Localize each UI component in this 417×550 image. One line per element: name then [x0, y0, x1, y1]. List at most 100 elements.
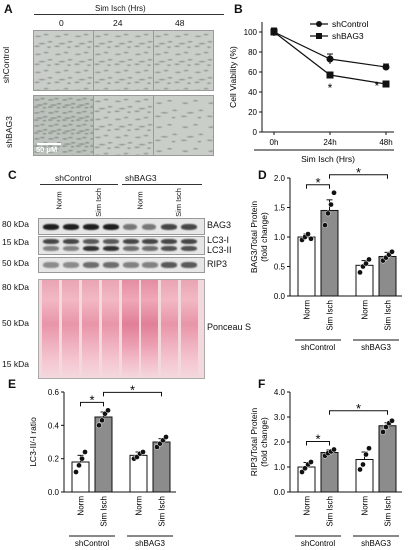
label-ponceau-s: Ponceau S [207, 322, 252, 332]
lane-label-norm-1: Norm [54, 191, 64, 210]
blot-rip3 [38, 257, 205, 273]
label-lc3-i: LC3-I [207, 235, 230, 245]
x-tick-label: Sim Isch [158, 496, 167, 527]
label-rip3: RIP3 [207, 259, 228, 269]
micrograph-shcontrol-48h [153, 30, 214, 91]
legend-label-0: shControl [332, 19, 368, 29]
group-line-shbag3 [122, 184, 202, 185]
column-label-0: 0 [59, 18, 64, 28]
blot-lc3 [38, 236, 205, 255]
bar [378, 425, 397, 493]
x-tick-label: Sim Isch [326, 496, 335, 527]
x-axis-label: Sim Isch (Hrs) [301, 154, 355, 164]
viability-chart: 0 20 40 60 80 100 0h 24h 48h Sim Isch (Hrs) Cell V… [228, 19, 394, 164]
data-point [302, 465, 308, 472]
x-tick-label: Sim Isch [384, 496, 393, 527]
micrograph-shcontrol-0h [33, 30, 94, 91]
data-point [366, 256, 372, 263]
panel-a-header-line [34, 14, 224, 15]
lane-label-norm-2: Norm [135, 191, 145, 210]
data-point [322, 222, 328, 229]
significance-star: * [130, 382, 135, 397]
y-tick-label: 40 [248, 88, 257, 97]
significance-star: * [315, 175, 320, 190]
data-point [357, 466, 363, 473]
panel-a-header: Sim Isch (Hrs) [95, 4, 146, 13]
bar [94, 416, 113, 493]
y-tick-label: 3.0 [274, 413, 286, 422]
scale-bar-label: 50 μM [36, 145, 58, 154]
significance-star: * [315, 432, 320, 447]
significance-star: * [375, 79, 380, 93]
y-tick-label: 0.6 [48, 388, 60, 397]
x-tick-label: Sim Isch [100, 496, 109, 527]
data-point [357, 269, 363, 276]
y-tick-label: 60 [248, 68, 257, 77]
y-tick-label: 2.0 [274, 174, 286, 183]
data-point [360, 461, 366, 468]
data-point [331, 446, 337, 453]
legend-marker-0 [316, 21, 322, 27]
data-point [366, 445, 372, 452]
column-label-24: 24 [113, 18, 123, 28]
legend-label-1: shBAG3 [332, 31, 364, 41]
row-label-shcontrol: shControl [1, 46, 12, 84]
data-point [389, 417, 395, 424]
data-point [380, 429, 386, 435]
data-point [140, 449, 146, 455]
group-label-shbag3: shBAG3 [361, 539, 391, 548]
y-tick-label: 1.0 [274, 233, 286, 242]
x-tick-label: 0h [270, 138, 279, 147]
marker-50kda-rip3: 50 kDa [2, 258, 29, 268]
y-tick-label: 0.4 [48, 421, 60, 430]
significance-bracket [80, 401, 104, 407]
y-axis-label: LC3-II/-I ratio [28, 417, 38, 467]
data-point [73, 469, 79, 475]
x-tick-label: 24h [323, 138, 336, 147]
significance-star: * [356, 168, 361, 180]
bar [320, 452, 339, 493]
group-line-shcontrol [40, 184, 118, 185]
y-tick-label: 1.0 [274, 463, 286, 472]
y-tick-label: 80 [248, 48, 257, 57]
scale-bar [37, 143, 61, 145]
x-tick-label: Sim Isch [384, 300, 393, 331]
x-tick-label: 48h [379, 138, 392, 147]
micrograph-shbag3-24h [93, 95, 154, 156]
significance-star: * [89, 392, 94, 407]
x-tick-label: Norm [303, 300, 312, 320]
marker-15kda-ponceau: 15 kDa [2, 359, 29, 369]
micrograph-shcontrol-24h [93, 30, 154, 91]
y-tick-label: 0.0 [274, 488, 286, 497]
data-point [76, 462, 82, 469]
y-axis-label: Cell Viability (%) [228, 46, 238, 108]
x-tick-label: Norm [77, 496, 86, 516]
data-point [363, 260, 369, 267]
panel-label-e: E [8, 377, 17, 391]
data-point [308, 459, 314, 465]
group-label-shbag3: shBAG3 [135, 539, 165, 548]
y-axis-label: (fold change) [259, 417, 269, 467]
lc3-ratio-chart: 0.0 0.2 0.4 0.6 LC3-II/-I ratio Norm Sim Isch N… [28, 382, 176, 548]
significance-bracket [329, 174, 388, 179]
data-point [325, 210, 331, 217]
significance-star: * [356, 401, 361, 416]
x-tick-label: Norm [361, 496, 370, 516]
y-tick-label: 20 [248, 108, 257, 117]
y-tick-label: 0.2 [48, 455, 60, 464]
bar [152, 441, 171, 493]
y-tick-label: 4.0 [274, 388, 286, 397]
data-point [363, 451, 369, 458]
panel-label-a: A [4, 2, 13, 16]
data-point [163, 434, 169, 440]
lane-label-simisch-2: Sim Isch [173, 188, 183, 217]
data-point [328, 201, 334, 208]
x-tick-label: Norm [361, 300, 370, 320]
x-tick-label: Norm [303, 496, 312, 516]
data-point-circle [326, 55, 334, 63]
y-axis-label: BAG3/Total Protein [249, 201, 259, 274]
lane-label-simisch-1: Sim Isch [93, 188, 103, 217]
x-tick-label: Norm [135, 496, 144, 516]
micrograph-shbag3-0h: 50 μM [33, 95, 94, 156]
group-label-shbag3: shBAG3 [125, 173, 157, 183]
